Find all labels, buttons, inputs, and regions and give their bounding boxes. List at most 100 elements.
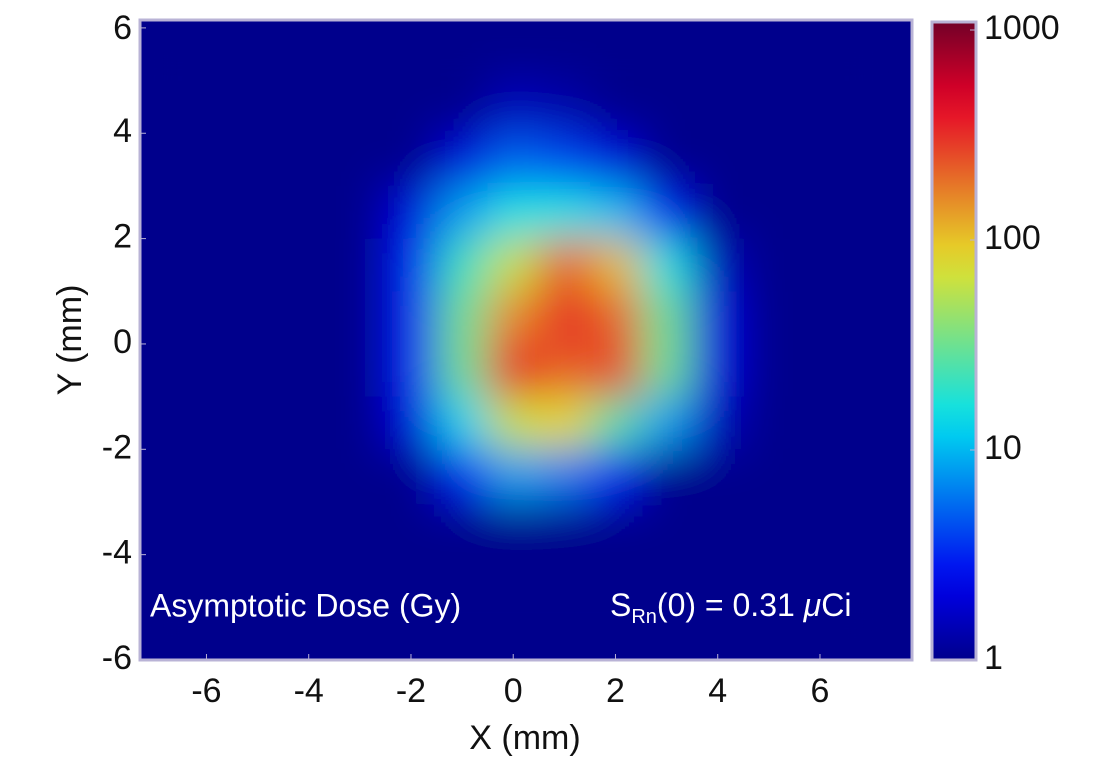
heat-cell [641, 396, 693, 450]
heat-cell [283, 501, 335, 556]
heat-cell [845, 238, 898, 292]
heat-cell [641, 501, 693, 556]
heat-cell [232, 238, 284, 292]
colorbar-tick-label: 100 [984, 219, 1041, 257]
annotation-part: μ [803, 587, 822, 623]
heat-cell [283, 133, 335, 187]
heat-cell [140, 80, 182, 134]
heat-cell [794, 185, 847, 240]
heat-cell [283, 449, 335, 503]
heat-cell [180, 343, 233, 398]
heat-cell [232, 291, 284, 345]
heat-cell [589, 80, 642, 134]
heat-cell [692, 607, 744, 660]
y-tick-label: 4 [113, 112, 132, 150]
heat-cell [385, 449, 438, 503]
heat-cell [436, 396, 489, 450]
heat-cell [436, 27, 489, 82]
heat-cell [487, 27, 540, 82]
heat-cell [436, 554, 489, 608]
heat-cell [589, 185, 642, 240]
heat-cell [334, 27, 386, 82]
heat-cell [180, 501, 233, 556]
colorbar-tick-label: 1000 [984, 9, 1060, 47]
heat-cell [641, 343, 693, 398]
heat-cell [487, 449, 540, 503]
heat-cell [334, 554, 386, 608]
heat-cell [487, 396, 540, 450]
heat-cell [436, 501, 489, 556]
y-tick-label: 6 [113, 9, 132, 47]
x-tick-label: -2 [396, 672, 426, 710]
heat-cell [692, 291, 744, 345]
x-tick-label: 2 [606, 672, 625, 710]
heat-cell [385, 501, 438, 556]
heat-cell [794, 501, 847, 556]
colorbar-tick-label: 10 [984, 429, 1022, 467]
heat-cell [385, 185, 438, 240]
heat-cell [692, 449, 744, 503]
heat-cell [334, 449, 386, 503]
heat-cell [743, 501, 795, 556]
heat-cell [140, 607, 182, 660]
heat-cell [743, 607, 795, 660]
annotation-part: Ci [821, 587, 851, 623]
heat-cell [232, 27, 284, 82]
heat-cell [743, 343, 795, 398]
heat-cell [385, 554, 438, 608]
heat-cell [538, 291, 591, 345]
heat-cell [140, 27, 182, 82]
heat-cell [794, 80, 847, 134]
heat-cell [589, 343, 642, 398]
heat-cell [232, 607, 284, 660]
heat-cell [140, 238, 182, 292]
heat-cell [436, 449, 489, 503]
heat-cell [845, 133, 898, 187]
heat-cell [334, 80, 386, 134]
heat-cell [232, 501, 284, 556]
heat-cell [334, 185, 386, 240]
x-tick-label: -6 [191, 672, 221, 710]
heat-cell [538, 185, 591, 240]
heat-cell [232, 396, 284, 450]
heat-cell [845, 449, 898, 503]
annotation-part: S [610, 587, 631, 623]
heat-cell [538, 607, 591, 660]
heat-cell [283, 27, 335, 82]
heat-cell [283, 343, 335, 398]
heat-cell [436, 291, 489, 345]
heat-cell [794, 291, 847, 345]
heat-cell [589, 133, 642, 187]
heat-cell [641, 291, 693, 345]
x-tick-label: 0 [504, 672, 523, 710]
heat-cell [589, 27, 642, 82]
heat-cell [743, 291, 795, 345]
heat-cell [743, 80, 795, 134]
heat-cell [743, 133, 795, 187]
heat-cell [845, 343, 898, 398]
plot-frame [138, 18, 914, 662]
heat-cell [538, 501, 591, 556]
heat-cell [436, 343, 489, 398]
heat-cell [845, 554, 898, 608]
y-axis-label: Y (mm) [51, 285, 89, 396]
heat-cell [385, 607, 438, 660]
heat-cell [140, 133, 182, 187]
heat-cell [334, 607, 386, 660]
heat-cell [589, 554, 642, 608]
heat-cell [794, 554, 847, 608]
y-tick-label: -6 [102, 639, 132, 677]
heat-cell [845, 27, 898, 82]
heat-cell [794, 607, 847, 660]
heat-cell [283, 396, 335, 450]
plot-area [140, 20, 912, 660]
heat-cell [692, 238, 744, 292]
heat-cell [334, 396, 386, 450]
annotation: Asymptotic Dose (Gy) [150, 587, 461, 623]
heat-cell [641, 554, 693, 608]
heat-cell [334, 238, 386, 292]
heat-cell [743, 185, 795, 240]
heat-cell [641, 80, 693, 134]
x-axis-label: X (mm) [469, 719, 580, 757]
